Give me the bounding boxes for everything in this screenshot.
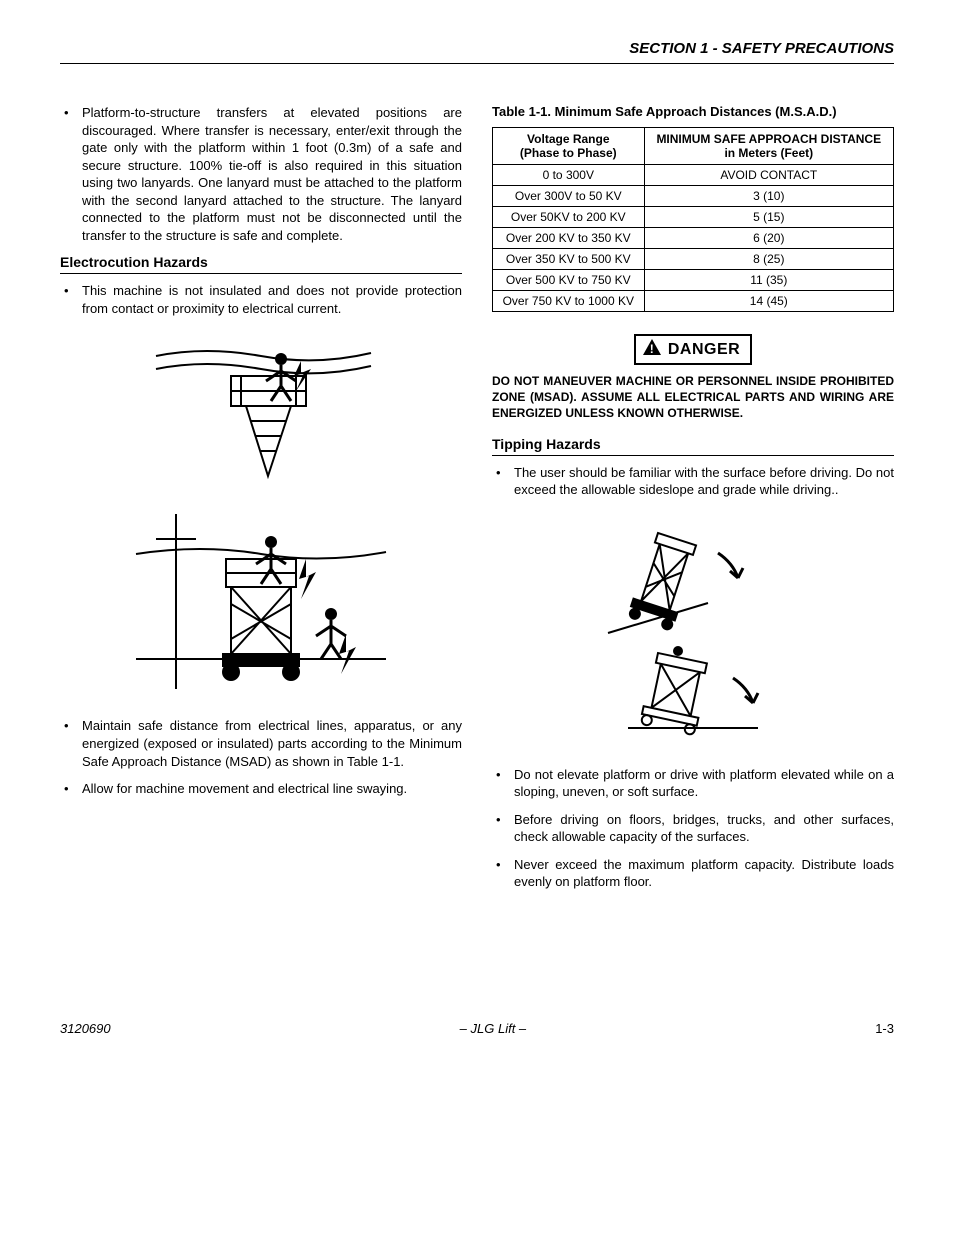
danger-word: DANGER [668,341,740,359]
heading-electrocution: Electrocution Hazards [60,254,462,274]
footer-left: 3120690 [60,1021,111,1036]
left-column: • Platform-to-structure transfers at ele… [60,104,462,901]
table-row: Over 300V to 50 KV3 (10) [493,186,894,207]
footer-right: 1-3 [875,1021,894,1036]
table-row: Over 350 KV to 500 KV8 (25) [493,249,894,270]
tipping-figure [492,513,894,746]
table-row: Over 50KV to 200 KV5 (15) [493,207,894,228]
table-cell: 6 (20) [644,228,893,249]
danger-text: DO NOT MANEUVER MACHINE OR PERSONNEL INS… [492,373,894,422]
svg-text:!: ! [650,342,655,356]
table-row: Over 750 KV to 1000 KV14 (45) [493,291,894,312]
bullet-dot: • [60,282,82,317]
table-cell: Over 750 KV to 1000 KV [493,291,645,312]
table-cell: 5 (15) [644,207,893,228]
right-column: Table 1-1. Minimum Safe Approach Distanc… [492,104,894,901]
bullet-dot: • [60,780,82,798]
table-cell: Over 500 KV to 750 KV [493,270,645,291]
bullet-item: • Allow for machine movement and electri… [60,780,462,798]
bullet-text: Allow for machine movement and electrica… [82,780,462,798]
warning-icon: ! [642,338,662,361]
bullet-text: Do not elevate platform or drive with pl… [514,766,894,801]
bullet-text: Platform-to-structure transfers at eleva… [82,104,462,244]
two-column-layout: • Platform-to-structure transfers at ele… [60,104,894,901]
heading-tipping: Tipping Hazards [492,436,894,456]
bullet-item: • This machine is not insulated and does… [60,282,462,317]
table-cell: 3 (10) [644,186,893,207]
table-cell: Over 50KV to 200 KV [493,207,645,228]
danger-label-wrap: ! DANGER [492,334,894,365]
bullet-text: The user should be familiar with the sur… [514,464,894,499]
bullet-dot: • [492,464,514,499]
bullet-dot: • [60,104,82,244]
table-cell: 11 (35) [644,270,893,291]
msad-table: Voltage Range (Phase to Phase) MINIMUM S… [492,127,894,312]
bullet-dot: • [492,856,514,891]
table-cell: Over 350 KV to 500 KV [493,249,645,270]
bullet-dot: • [492,811,514,846]
table-cell: Over 200 KV to 350 KV [493,228,645,249]
table-row: Over 500 KV to 750 KV11 (35) [493,270,894,291]
section-header: SECTION 1 - SAFETY PRECAUTIONS [60,40,894,64]
table-cell: 0 to 300V [493,165,645,186]
table-row: 0 to 300VAVOID CONTACT [493,165,894,186]
bullet-item: • Never exceed the maximum platform capa… [492,856,894,891]
msad-th-distance: MINIMUM SAFE APPROACH DISTANCE in Meters… [644,128,893,165]
table-cell: 8 (25) [644,249,893,270]
bullet-text: Before driving on floors, bridges, truck… [514,811,894,846]
table-cell: 14 (45) [644,291,893,312]
bullet-text: Maintain safe distance from electrical l… [82,717,462,770]
electrocution-figure-2 [60,504,462,697]
table-caption: Table 1-1. Minimum Safe Approach Distanc… [492,104,894,119]
msad-th-voltage: Voltage Range (Phase to Phase) [493,128,645,165]
bullet-dot: • [60,717,82,770]
danger-label: ! DANGER [634,334,752,365]
table-cell: AVOID CONTACT [644,165,893,186]
table-row: Over 200 KV to 350 KV6 (20) [493,228,894,249]
bullet-text: Never exceed the maximum platform capaci… [514,856,894,891]
table-cell: Over 300V to 50 KV [493,186,645,207]
electrocution-figure-1 [60,331,462,484]
bullet-item: • The user should be familiar with the s… [492,464,894,499]
footer-center: – JLG Lift – [460,1021,526,1036]
bullet-item: • Maintain safe distance from electrical… [60,717,462,770]
bullet-item: • Platform-to-structure transfers at ele… [60,104,462,244]
bullet-item: • Before driving on floors, bridges, tru… [492,811,894,846]
bullet-text: This machine is not insulated and does n… [82,282,462,317]
bullet-item: • Do not elevate platform or drive with … [492,766,894,801]
page-footer: 3120690 – JLG Lift – 1-3 [60,1021,894,1036]
bullet-dot: • [492,766,514,801]
